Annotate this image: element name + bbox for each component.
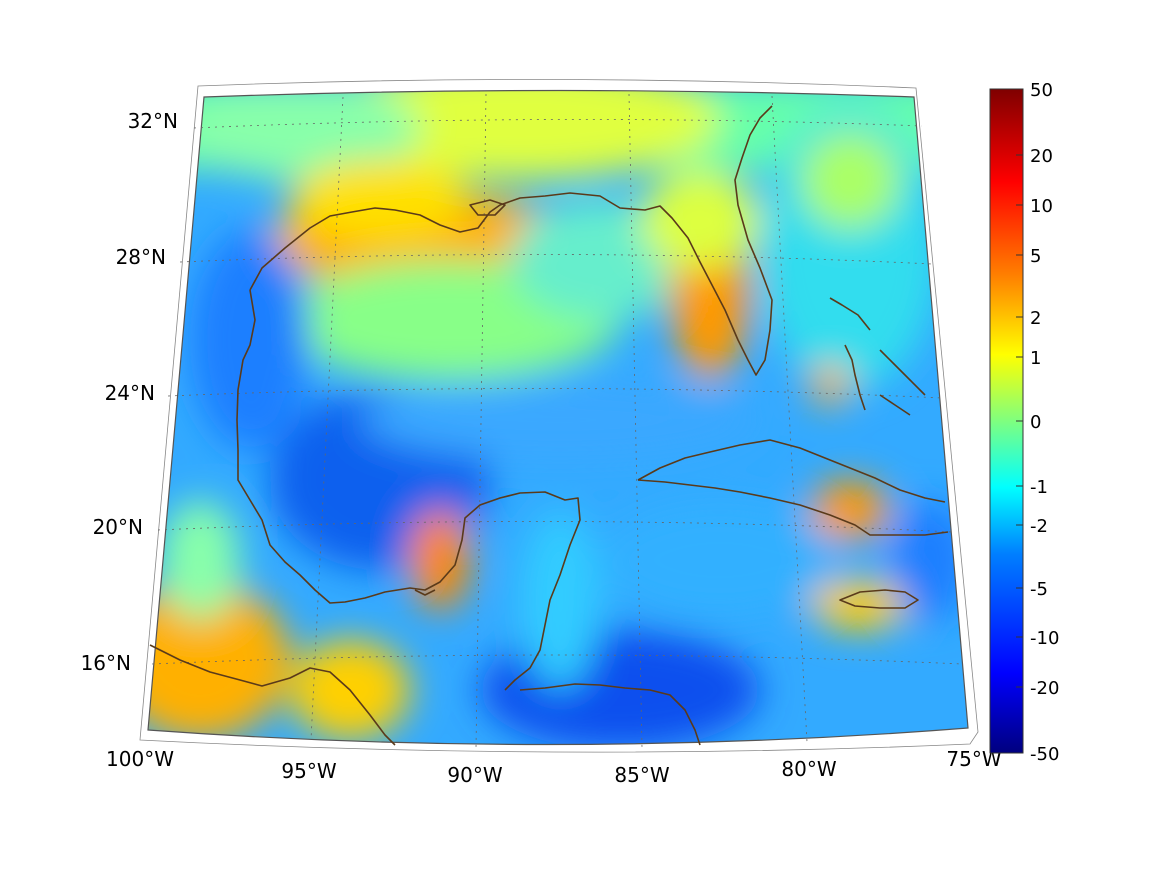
lat-label-20n: 20°N	[93, 515, 143, 539]
colorbar-tick-label: 20	[1030, 146, 1053, 167]
colorbar-tick-label: 5	[1030, 246, 1041, 267]
colorbar-tick-label: 50	[1030, 80, 1053, 101]
lon-label-85w: 85°W	[614, 763, 669, 787]
lon-label-100w: 100°W	[106, 747, 174, 771]
lat-label-16n: 16°N	[81, 651, 131, 675]
colorbar-tick-label: -50	[1030, 744, 1059, 765]
colorbar-tick-label: -1	[1030, 477, 1048, 498]
lon-label-95w: 95°W	[281, 759, 336, 783]
colorbar-tick-label: -20	[1030, 678, 1059, 699]
latitude-labels: 32°N 28°N 24°N 20°N 16°N	[81, 109, 178, 675]
longitude-labels: 100°W 95°W 90°W 85°W 80°W 75°W	[106, 747, 1002, 787]
coastlines	[149, 105, 949, 746]
lat-label-28n: 28°N	[116, 245, 166, 269]
heatmap-field	[148, 90, 968, 745]
colorbar-tick-label: -10	[1030, 628, 1059, 649]
lat-label-24n: 24°N	[105, 381, 155, 405]
colorbar-tick-label: -2	[1030, 516, 1048, 537]
colorbar-tick-label: 10	[1030, 196, 1053, 217]
colorbar-tick-label: 0	[1030, 412, 1041, 433]
graticule	[151, 93, 963, 749]
lon-label-90w: 90°W	[447, 763, 502, 787]
colorbar-tick-label: 2	[1030, 308, 1041, 329]
colorbar-tick-label: 1	[1030, 348, 1041, 369]
colorbar-tick-label: -5	[1030, 579, 1048, 600]
lat-label-32n: 32°N	[128, 109, 178, 133]
map-frame	[147, 89, 969, 746]
lon-label-80w: 80°W	[781, 757, 836, 781]
map-outer-frame	[139, 79, 979, 753]
